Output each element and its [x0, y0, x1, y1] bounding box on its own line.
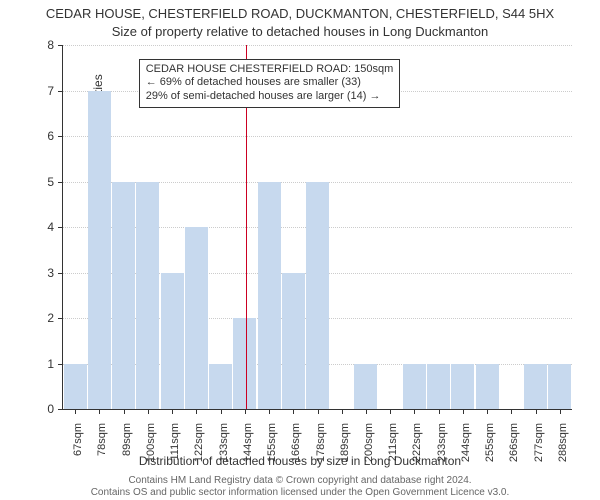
chart-title: CEDAR HOUSE, CHESTERFIELD ROAD, DUCKMANT… — [0, 6, 600, 21]
y-tick-label: 6 — [24, 129, 54, 143]
x-tick — [536, 409, 537, 414]
annotation-line: 29% of semi-detached houses are larger (… — [146, 90, 394, 104]
y-tick-label: 7 — [24, 84, 54, 98]
x-tick — [269, 409, 270, 414]
y-tick-label: 2 — [24, 311, 54, 325]
y-tick — [58, 318, 63, 319]
x-tick-label: 89sqm — [121, 423, 133, 483]
histogram-bar — [548, 364, 571, 410]
y-tick-label: 1 — [24, 357, 54, 371]
y-tick — [58, 182, 63, 183]
histogram-bar — [476, 364, 499, 410]
histogram-bar — [112, 182, 135, 410]
x-tick-label: 255sqm — [484, 423, 496, 483]
x-tick-label: 166sqm — [290, 423, 302, 483]
x-tick — [390, 409, 391, 414]
x-tick-label: 277sqm — [533, 423, 545, 483]
annotation-box: CEDAR HOUSE CHESTERFIELD ROAD: 150sqm← 6… — [139, 59, 401, 108]
x-tick-label: 155sqm — [266, 423, 278, 483]
footnote-line-2: Contains OS and public sector informatio… — [0, 487, 600, 498]
x-tick-label: 288sqm — [557, 423, 569, 483]
histogram-bar — [185, 227, 208, 409]
y-tick — [58, 227, 63, 228]
x-tick — [463, 409, 464, 414]
x-tick-label: 133sqm — [218, 423, 230, 483]
x-tick — [366, 409, 367, 414]
histogram-bar — [306, 182, 329, 410]
x-tick-label: 144sqm — [242, 423, 254, 483]
y-tick — [58, 409, 63, 410]
x-tick — [414, 409, 415, 414]
chart-subtitle: Size of property relative to detached ho… — [0, 24, 600, 39]
annotation-line: CEDAR HOUSE CHESTERFIELD ROAD: 150sqm — [146, 63, 394, 77]
y-tick — [58, 273, 63, 274]
x-tick-label: 178sqm — [315, 423, 327, 483]
x-tick — [221, 409, 222, 414]
x-tick — [148, 409, 149, 414]
x-tick — [245, 409, 246, 414]
y-tick — [58, 45, 63, 46]
x-tick — [487, 409, 488, 414]
histogram-bar — [258, 182, 281, 410]
x-tick-label: 233sqm — [436, 423, 448, 483]
y-tick — [58, 91, 63, 92]
x-tick — [196, 409, 197, 414]
histogram-bar — [354, 364, 377, 410]
histogram-bar — [88, 91, 111, 410]
annotation-line: ← 69% of detached houses are smaller (33… — [146, 76, 394, 90]
y-tick-label: 5 — [24, 175, 54, 189]
gridline — [63, 45, 572, 46]
x-tick — [293, 409, 294, 414]
x-tick — [99, 409, 100, 414]
x-tick-label: 200sqm — [363, 423, 375, 483]
x-tick-label: 100sqm — [145, 423, 157, 483]
histogram-bar — [403, 364, 426, 410]
x-tick — [342, 409, 343, 414]
x-tick-label: 222sqm — [411, 423, 423, 483]
gridline — [63, 136, 572, 137]
histogram-bar — [233, 318, 256, 409]
x-tick-label: 111sqm — [169, 423, 181, 483]
x-tick — [172, 409, 173, 414]
histogram-bar — [427, 364, 450, 410]
x-tick — [560, 409, 561, 414]
x-tick-label: 211sqm — [387, 423, 399, 483]
y-tick — [58, 136, 63, 137]
x-tick — [124, 409, 125, 414]
x-tick-label: 189sqm — [339, 423, 351, 483]
x-tick-label: 67sqm — [72, 423, 84, 483]
histogram-bar — [451, 364, 474, 410]
x-tick — [439, 409, 440, 414]
histogram-bar — [136, 182, 159, 410]
y-tick-label: 8 — [24, 38, 54, 52]
histogram-bar — [64, 364, 87, 410]
x-tick-label: 122sqm — [193, 423, 205, 483]
y-tick-label: 0 — [24, 402, 54, 416]
histogram-bar — [209, 364, 232, 410]
x-tick-label: 266sqm — [508, 423, 520, 483]
x-tick — [318, 409, 319, 414]
y-tick — [58, 364, 63, 365]
x-tick-label: 244sqm — [460, 423, 472, 483]
x-tick — [511, 409, 512, 414]
x-tick-label: 78sqm — [96, 423, 108, 483]
histogram-bar — [282, 273, 305, 410]
y-tick-label: 4 — [24, 220, 54, 234]
histogram-bar — [524, 364, 547, 410]
y-tick-label: 3 — [24, 266, 54, 280]
x-tick — [75, 409, 76, 414]
histogram-bar — [161, 273, 184, 410]
